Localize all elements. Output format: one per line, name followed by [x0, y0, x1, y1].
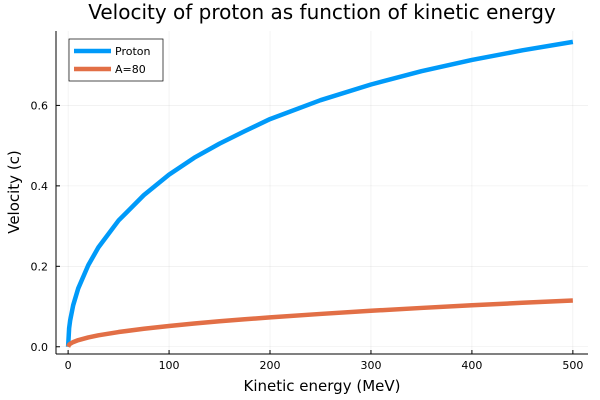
x-tick-label: 100: [159, 359, 180, 372]
y-tick-label: 0.6: [31, 99, 49, 112]
ticks: 0 100 200 300 400 500 0.0 0.2 0.4 0.6: [31, 99, 584, 372]
legend-entry: A=80: [115, 63, 146, 76]
grid: [56, 31, 588, 354]
legend-box: [68, 38, 164, 82]
series-line-2: [66, 298, 573, 348]
y-axis-label: Velocity (c): [5, 150, 23, 234]
y-tick-label: 0.4: [31, 180, 49, 193]
x-tick-label: 200: [260, 359, 281, 372]
legend: Proton A=80: [68, 38, 164, 82]
legend-entry: Proton: [115, 45, 150, 58]
x-tick-label: 0: [65, 359, 72, 372]
y-tick-label: 0.2: [31, 260, 49, 273]
x-tick-label: 400: [461, 359, 482, 372]
y-tick-label: 0.0: [31, 341, 49, 354]
x-tick-label: 500: [562, 359, 583, 372]
series-line-1: [65, 39, 574, 347]
x-tick-label: 300: [360, 359, 381, 372]
x-axis-label: Kinetic energy (MeV): [244, 377, 401, 395]
series-layer: [65, 39, 574, 348]
axes: [55, 31, 588, 355]
chart-title: Velocity of proton as function of kineti…: [88, 0, 556, 24]
